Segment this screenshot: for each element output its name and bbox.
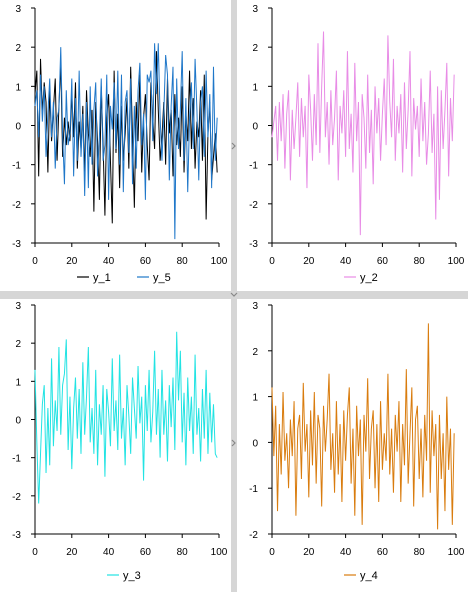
y-tick-label: 0 <box>15 122 21 133</box>
splitter-grip-icon[interactable] <box>229 141 239 151</box>
y-tick-label: 2 <box>252 43 258 54</box>
x-tick-label: 60 <box>377 547 389 558</box>
x-tick-label: 60 <box>140 547 152 558</box>
x-tick-label: 40 <box>340 547 352 558</box>
x-tick-label: 80 <box>414 547 426 558</box>
y-tick-label: -2 <box>249 200 258 211</box>
x-tick-label: 60 <box>377 256 389 267</box>
chart-svg-y4: -2 -1 0 1 2 3 0 20 40 60 80 100 y_4 <box>249 301 465 582</box>
x-tick-label: 0 <box>269 547 275 558</box>
legend-label: y_2 <box>360 272 378 284</box>
chart-panel-bottom-left: -3 -2 -1 0 1 2 3 0 20 40 60 80 100 y_3 <box>0 299 231 592</box>
chart-panel-top-left: -3 -2 -1 0 1 2 3 0 20 40 60 80 100 y_1 y_5 <box>0 0 231 291</box>
legend-label: y_1 <box>93 272 111 284</box>
y-tick-label: 3 <box>15 301 21 312</box>
x-tick-label: 0 <box>32 547 38 558</box>
x-tick-label: 100 <box>211 256 228 267</box>
y-tick-label: 2 <box>252 347 258 358</box>
y-tick-label: -1 <box>12 161 21 172</box>
y-tick-label: 0 <box>15 416 21 427</box>
y-tick-label: 2 <box>15 43 21 54</box>
y-tick-label: 0 <box>252 122 258 133</box>
x-tick-label: 40 <box>103 547 115 558</box>
x-tick-label: 80 <box>177 547 189 558</box>
x-tick-label: 80 <box>177 256 189 267</box>
chart-svg-y1-y5: -3 -2 -1 0 1 2 3 0 20 40 60 80 100 y_1 y_5 <box>12 4 228 284</box>
y-tick-label: -1 <box>249 484 258 495</box>
legend-label: y_4 <box>360 570 378 582</box>
y-tick-label: 1 <box>252 393 258 404</box>
series-line-y3 <box>34 331 218 504</box>
y-tick-label: -2 <box>12 200 21 211</box>
x-tick-label: 100 <box>211 547 228 558</box>
legend-label: y_3 <box>123 570 141 582</box>
y-tick-label: 3 <box>252 4 258 15</box>
x-tick-label: 100 <box>448 256 465 267</box>
y-tick-label: 0 <box>252 438 258 449</box>
x-tick-label: 20 <box>303 547 315 558</box>
chart-svg-y3: -3 -2 -1 0 1 2 3 0 20 40 60 80 100 y_3 <box>12 301 228 582</box>
x-tick-label: 0 <box>269 256 275 267</box>
splitter-grip-icon[interactable] <box>229 290 239 300</box>
y-tick-label: -1 <box>249 161 258 172</box>
series-line-y2 <box>271 31 455 236</box>
y-tick-label: -3 <box>12 530 21 541</box>
x-tick-label: 60 <box>140 256 152 267</box>
y-tick-label: -2 <box>12 492 21 503</box>
x-tick-label: 20 <box>66 256 78 267</box>
y-tick-label: 1 <box>252 82 258 93</box>
y-tick-label: 2 <box>15 339 21 350</box>
horizontal-splitter[interactable] <box>0 291 468 299</box>
series-line-y5 <box>34 43 218 240</box>
x-tick-label: 40 <box>340 256 352 267</box>
legend-label: y_5 <box>153 272 171 284</box>
x-tick-label: 20 <box>66 547 78 558</box>
y-tick-label: -3 <box>249 239 258 250</box>
y-tick-label: -2 <box>249 530 258 541</box>
y-tick-label: 3 <box>15 4 21 15</box>
y-tick-label: -1 <box>12 454 21 465</box>
y-tick-label: -3 <box>12 239 21 250</box>
splitter-grip-icon[interactable] <box>229 438 239 448</box>
x-tick-label: 100 <box>448 547 465 558</box>
series-line-y4 <box>271 323 455 530</box>
x-tick-label: 40 <box>103 256 115 267</box>
x-tick-label: 20 <box>303 256 315 267</box>
chart-panel-top-right: -3 -2 -1 0 1 2 3 0 20 40 60 80 100 y_2 <box>237 0 468 291</box>
x-tick-label: 80 <box>414 256 426 267</box>
y-tick-label: 1 <box>15 82 21 93</box>
x-tick-label: 0 <box>32 256 38 267</box>
y-tick-label: 3 <box>252 301 258 312</box>
y-tick-label: 1 <box>15 377 21 388</box>
chart-panel-bottom-right: -2 -1 0 1 2 3 0 20 40 60 80 100 y_4 <box>237 299 468 592</box>
chart-svg-y2: -3 -2 -1 0 1 2 3 0 20 40 60 80 100 y_2 <box>249 4 465 284</box>
